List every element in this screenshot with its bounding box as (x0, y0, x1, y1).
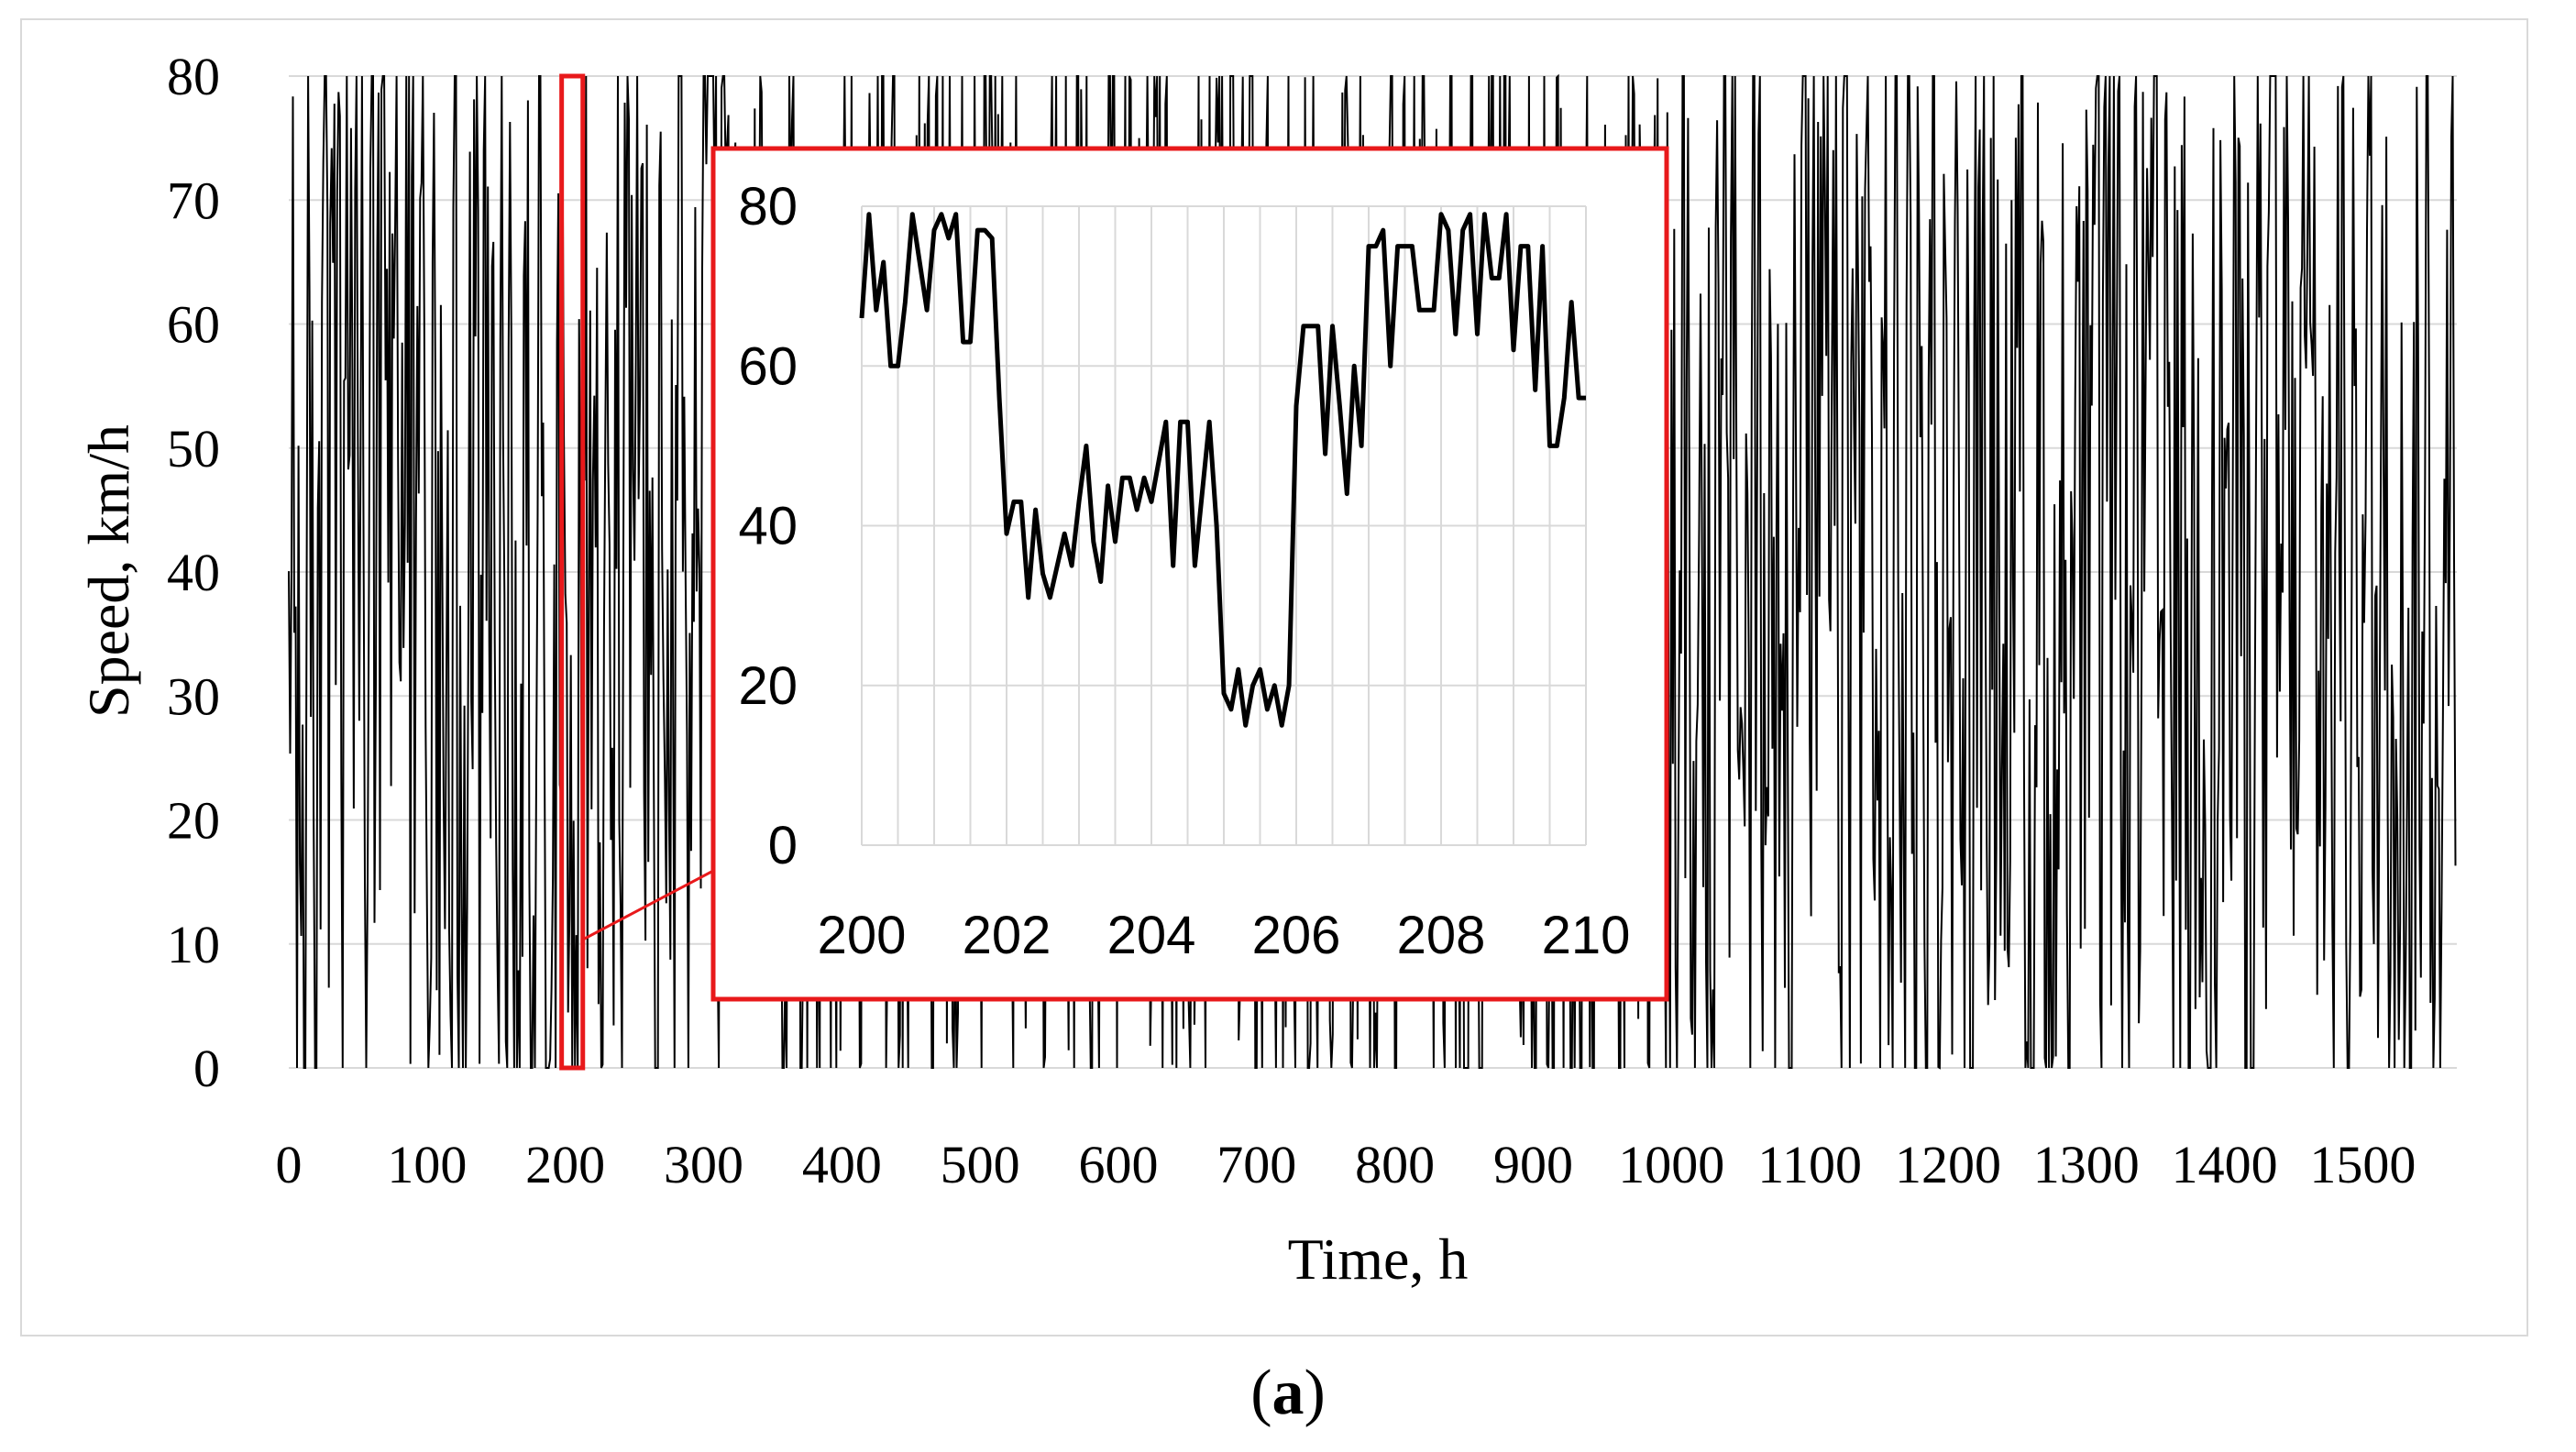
main-x-tick: 700 (1216, 1135, 1296, 1194)
main-x-tick: 1500 (2309, 1135, 2416, 1194)
main-x-tick: 900 (1493, 1135, 1573, 1194)
chart-frame (20, 18, 2528, 1336)
main-y-tick: 50 (167, 419, 220, 478)
inset-speed-line (859, 212, 1586, 728)
main-x-tick: 1100 (1757, 1135, 1862, 1194)
main-x-tick: 800 (1355, 1135, 1435, 1194)
main-x-tick: 100 (387, 1135, 467, 1194)
highlight-region (559, 73, 586, 1071)
caption-letter: a (1271, 1358, 1305, 1428)
main-y-tick: 40 (167, 543, 220, 602)
main-x-tick: 200 (525, 1135, 605, 1194)
main-x-tick: 0 (276, 1135, 303, 1194)
main-x-tick: 600 (1078, 1135, 1158, 1194)
y-axis-title: Speed, km/h (76, 424, 141, 718)
inset-x-tick: 202 (963, 906, 1051, 965)
inset-x-tick: 206 (1252, 906, 1341, 965)
main-y-tick-labels: 0 10 20 30 40 50 60 70 80 (167, 47, 220, 1098)
main-y-tick: 60 (167, 295, 220, 355)
main-x-tick: 1200 (1895, 1135, 2001, 1194)
main-x-tick: 400 (802, 1135, 882, 1194)
inset-y-tick: 20 (738, 656, 798, 716)
main-x-tick: 1400 (2172, 1135, 2278, 1194)
inset-x-tick: 200 (818, 906, 907, 965)
inset-y-tick: 0 (768, 816, 798, 875)
main-y-tick: 10 (167, 915, 220, 974)
inset-y-tick: 80 (738, 177, 798, 236)
inset-x-tick: 204 (1107, 906, 1196, 965)
inset-x-tick: 210 (1542, 906, 1631, 965)
main-x-tick: 300 (664, 1135, 743, 1194)
main-x-tick-labels: 0 100 200 300 400 500 600 700 800 900 1000 1100 1200… (276, 1135, 2416, 1194)
inset-y-tick: 60 (738, 336, 798, 396)
main-y-tick: 70 (167, 170, 220, 230)
main-y-tick: 30 (167, 666, 220, 726)
main-y-tick: 80 (167, 47, 220, 106)
main-y-tick: 0 (193, 1039, 220, 1098)
zoom-connector-line (582, 869, 714, 941)
inset-x-tick-labels: 200 202 204 206 208 210 (818, 906, 1631, 965)
inset-y-tick-labels: 0 20 40 60 80 (738, 177, 798, 875)
figure-caption: (a) (0, 1357, 2576, 1430)
main-x-tick: 1000 (1618, 1135, 1724, 1194)
inset-y-tick: 40 (738, 497, 798, 556)
main-y-tick: 20 (167, 791, 220, 851)
caption-open-paren: ( (1250, 1358, 1272, 1428)
x-axis-title: Time, h (1288, 1226, 1469, 1292)
main-x-tick: 1300 (2033, 1135, 2140, 1194)
caption-close-paren: ) (1304, 1358, 1326, 1428)
inset-chart: 0 20 40 60 80 200 202 204 206 208 210 (710, 146, 1669, 1002)
inset-frame (710, 146, 1669, 1002)
main-x-tick: 500 (941, 1135, 1020, 1194)
inset-x-tick: 208 (1397, 906, 1486, 965)
